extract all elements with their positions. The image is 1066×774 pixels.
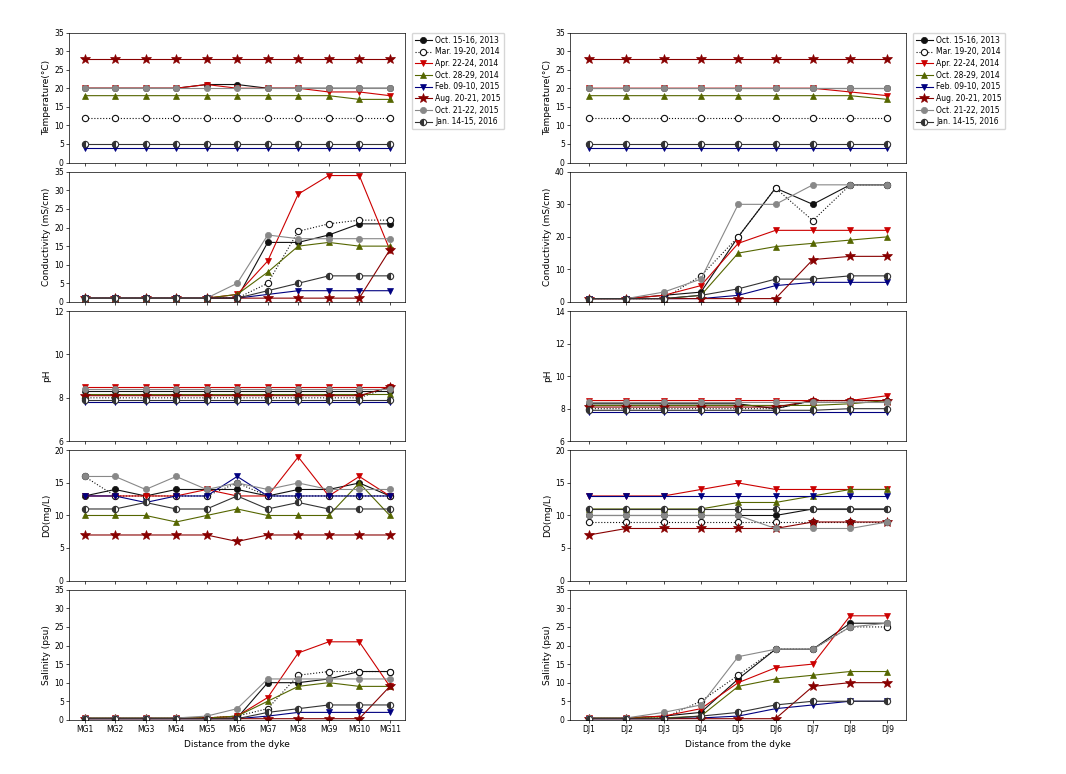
X-axis label: Distance from the dyke: Distance from the dyke: [685, 740, 791, 749]
Y-axis label: Conductivity (mS/cm): Conductivity (mS/cm): [544, 187, 552, 286]
Y-axis label: Temperature(°C): Temperature(°C): [544, 60, 552, 135]
Y-axis label: Temperature(°C): Temperature(°C): [43, 60, 51, 135]
Y-axis label: Salinity (psu): Salinity (psu): [43, 625, 51, 685]
Y-axis label: Salinity (psu): Salinity (psu): [544, 625, 552, 685]
Y-axis label: pH: pH: [544, 370, 552, 382]
Y-axis label: pH: pH: [43, 370, 51, 382]
Legend: Oct. 15-16, 2013, Mar. 19-20, 2014, Apr. 22-24, 2014, Oct. 28-29, 2014, Feb. 09-: Oct. 15-16, 2013, Mar. 19-20, 2014, Apr.…: [411, 33, 504, 129]
Y-axis label: Conductivity (mS/cm): Conductivity (mS/cm): [43, 187, 51, 286]
X-axis label: Distance from the dyke: Distance from the dyke: [184, 740, 290, 749]
Y-axis label: DO(mg/L): DO(mg/L): [544, 494, 552, 537]
Legend: Oct. 15-16, 2013, Mar. 19-20, 2014, Apr. 22-24, 2014, Oct. 28-29, 2014, Feb. 09-: Oct. 15-16, 2013, Mar. 19-20, 2014, Apr.…: [912, 33, 1005, 129]
Y-axis label: DO(mg/L): DO(mg/L): [43, 494, 51, 537]
